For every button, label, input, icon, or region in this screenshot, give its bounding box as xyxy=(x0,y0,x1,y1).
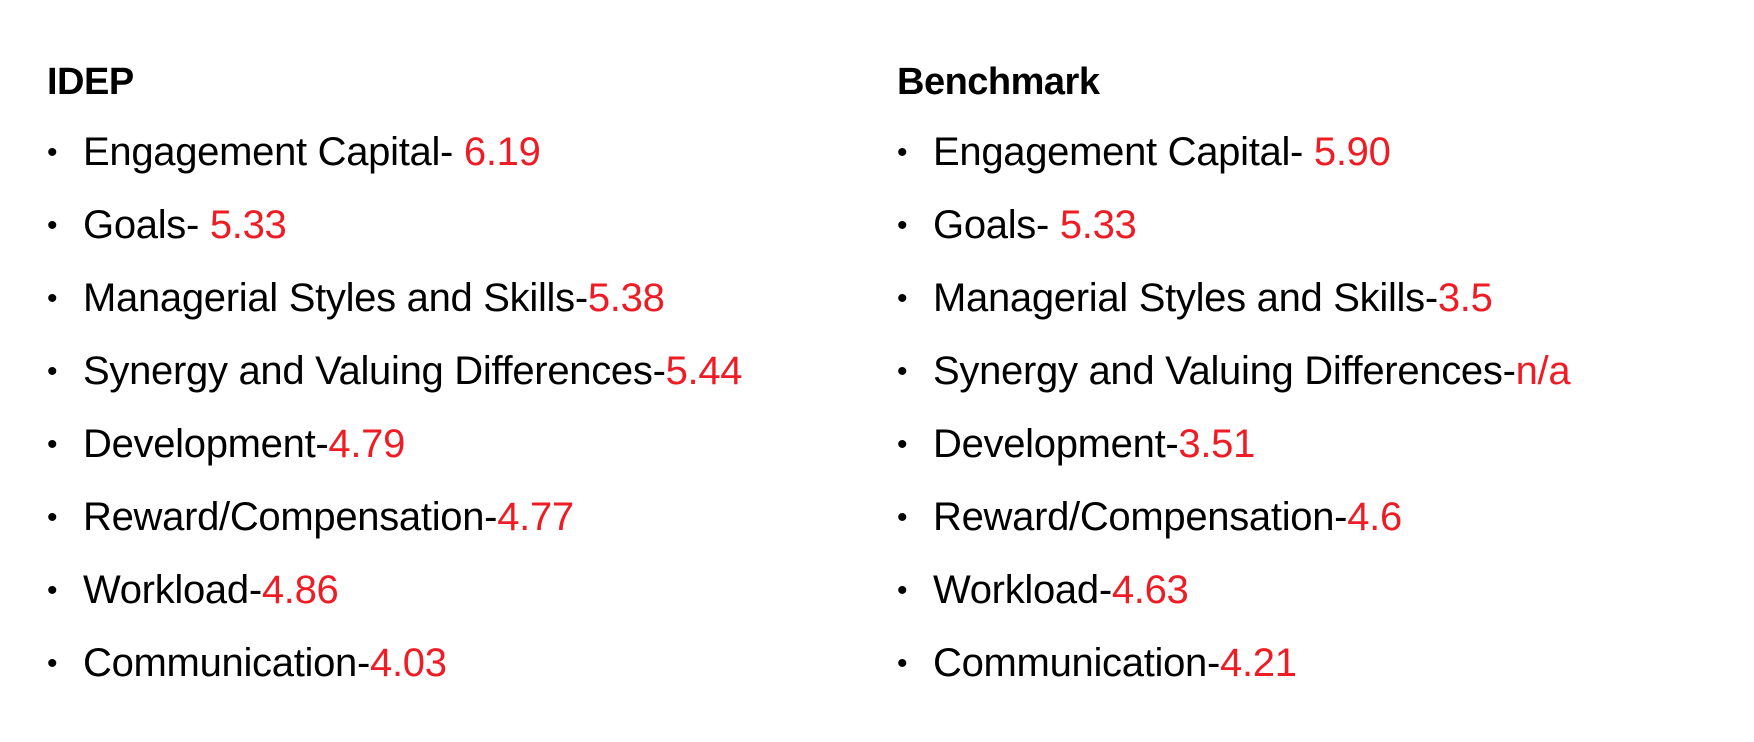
item-value: 5.33 xyxy=(1059,203,1137,247)
item-label: Communication- xyxy=(933,641,1221,685)
benchmark-list: • Engagement Capital- 5.90 • Goals- 5.33 •… xyxy=(897,116,1571,700)
idep-column: IDEP • Engagement Capital- 6.19 • Goals- 5… xyxy=(47,52,743,700)
bullet-icon: • xyxy=(897,282,908,315)
bullet-icon: • xyxy=(897,136,908,169)
item-value: 5.38 xyxy=(587,276,665,320)
list-item: • Communication-4.03 xyxy=(47,627,742,700)
bullet-icon: • xyxy=(47,136,58,169)
item-label: Goals- xyxy=(83,203,210,247)
item-value: 3.5 xyxy=(1437,276,1493,320)
item-label: Development- xyxy=(933,422,1179,466)
item-value: 5.90 xyxy=(1313,130,1391,174)
item-label: Synergy and Valuing Differences- xyxy=(933,349,1516,393)
item-label: Managerial Styles and Skills- xyxy=(933,276,1438,320)
list-item: • Engagement Capital- 5.90 xyxy=(897,116,1570,189)
list-item: • Engagement Capital- 6.19 xyxy=(47,116,742,189)
item-label: Workload- xyxy=(933,568,1112,612)
benchmark-column: Benchmark • Engagement Capital- 5.90 • Goa… xyxy=(897,52,1571,700)
list-item: • Communication-4.21 xyxy=(897,627,1570,700)
item-label: Reward/Compensation- xyxy=(933,495,1348,539)
item-label: Synergy and Valuing Differences- xyxy=(83,349,666,393)
bullet-icon: • xyxy=(897,209,908,242)
item-value: 4.77 xyxy=(497,495,574,539)
item-value: 4.03 xyxy=(370,641,447,685)
benchmark-heading: Benchmark xyxy=(897,61,1100,103)
list-item: • Reward/Compensation-4.77 xyxy=(47,481,742,554)
item-value: 5.33 xyxy=(209,203,287,247)
bullet-icon: • xyxy=(897,501,908,534)
item-value: 4.63 xyxy=(1111,568,1189,612)
list-item: • Managerial Styles and Skills-3.5 xyxy=(897,262,1570,335)
list-item: • Managerial Styles and Skills-5.38 xyxy=(47,262,742,335)
item-value: 4.6 xyxy=(1347,495,1402,539)
list-item: • Development-4.79 xyxy=(47,408,742,481)
bullet-icon: • xyxy=(47,501,58,534)
item-label: Workload- xyxy=(83,568,262,612)
bullet-icon: • xyxy=(47,428,58,461)
list-item: • Workload-4.86 xyxy=(47,554,742,627)
bullet-icon: • xyxy=(897,428,908,461)
bullet-icon: • xyxy=(897,355,908,388)
item-value: 6.19 xyxy=(463,130,541,174)
item-label: Goals- xyxy=(933,203,1060,247)
item-label: Engagement Capital- xyxy=(933,130,1314,174)
list-item: • Development-3.51 xyxy=(897,408,1570,481)
bullet-icon: • xyxy=(47,355,58,388)
item-value: 5.44 xyxy=(665,349,743,393)
idep-heading: IDEP xyxy=(47,61,134,103)
list-item: • Synergy and Valuing Differences-n/a xyxy=(897,335,1571,408)
bullet-icon: • xyxy=(897,574,908,607)
idep-list: • Engagement Capital- 6.19 • Goals- 5.33 •… xyxy=(47,116,743,700)
list-item: • Workload-4.63 xyxy=(897,554,1570,627)
bullet-icon: • xyxy=(47,209,58,242)
item-value: 4.79 xyxy=(328,422,406,466)
item-label: Managerial Styles and Skills- xyxy=(83,276,588,320)
item-label: Reward/Compensation- xyxy=(83,495,498,539)
list-item: • Goals- 5.33 xyxy=(897,189,1570,262)
item-value: 3.51 xyxy=(1178,422,1256,466)
item-value: 4.21 xyxy=(1220,641,1297,685)
item-label: Development- xyxy=(83,422,329,466)
item-label: Engagement Capital- xyxy=(83,130,464,174)
list-item: • Synergy and Valuing Differences-5.44 xyxy=(47,335,743,408)
bullet-icon: • xyxy=(897,647,908,680)
item-value: 4.86 xyxy=(261,568,339,612)
item-value: n/a xyxy=(1515,349,1571,393)
bullet-icon: • xyxy=(47,574,58,607)
bullet-icon: • xyxy=(47,647,58,680)
item-label: Communication- xyxy=(83,641,371,685)
list-item: • Goals- 5.33 xyxy=(47,189,742,262)
bullet-icon: • xyxy=(47,282,58,315)
list-item: • Reward/Compensation-4.6 xyxy=(897,481,1570,554)
